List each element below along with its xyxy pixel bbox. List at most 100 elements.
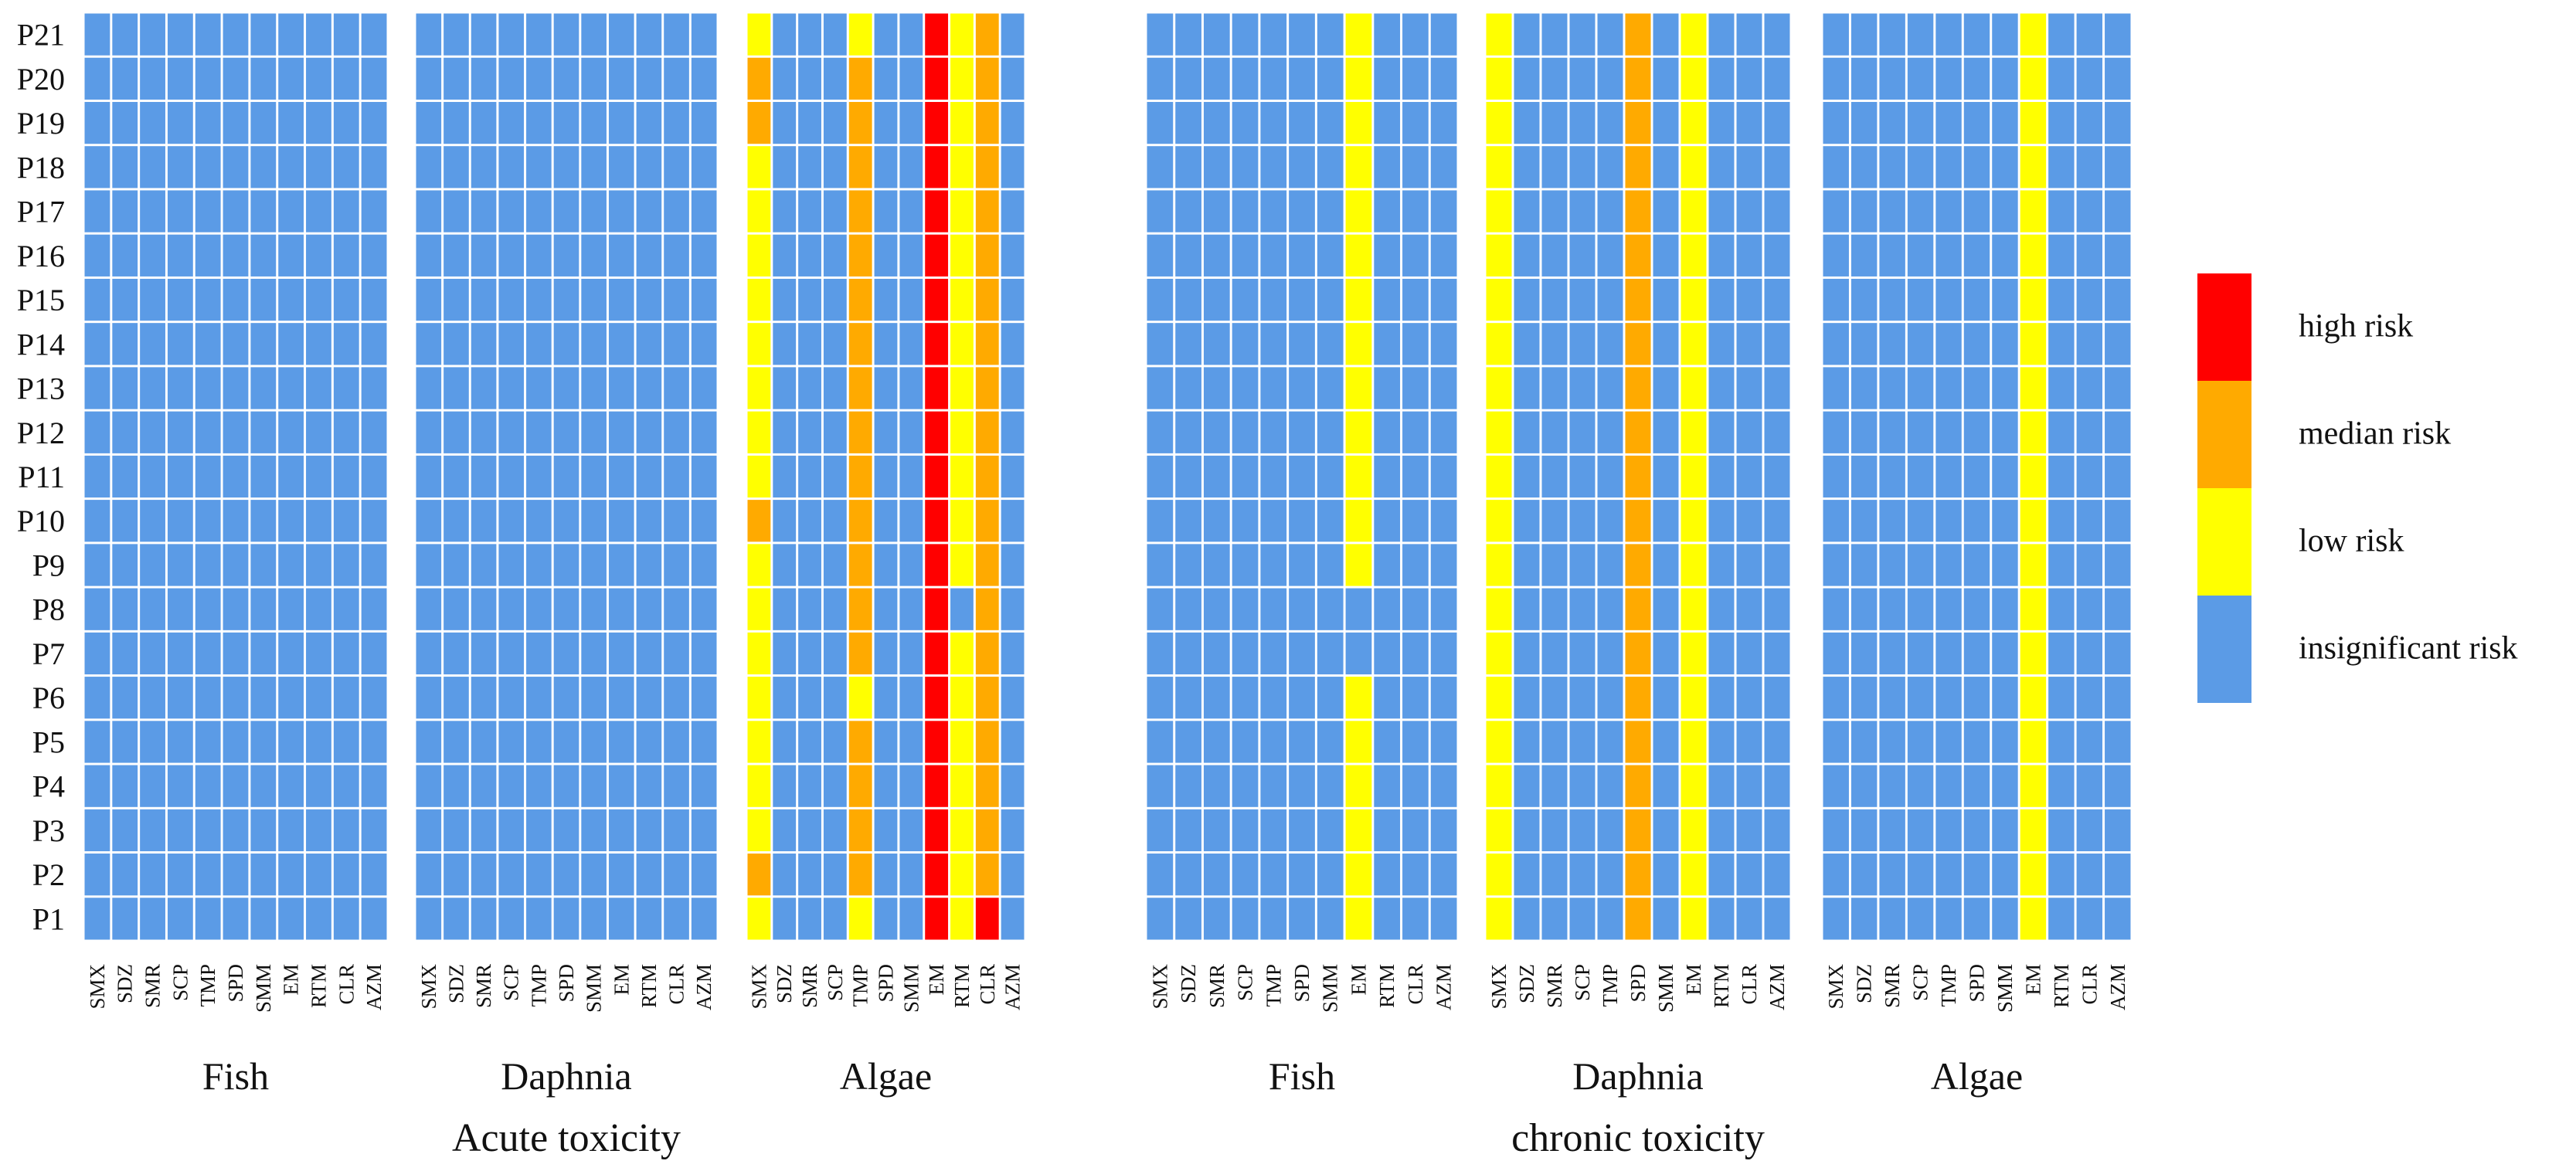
heatmap-cell-p6-scp [498,677,525,719]
heatmap-cell-p16-smm [250,234,277,277]
heatmap-cell-p4-em [1345,765,1372,807]
x-tick-label-clr: CLR [2078,964,2101,1005]
heatmap-cell-p6-tmp [1597,677,1623,719]
heatmap-cell-p9-smx [84,544,110,586]
heatmap-cell-p21-smx [1486,13,1512,56]
heatmap-cell-p15-em [2020,278,2047,321]
heatmap-cell-p21-smm [1992,13,2018,56]
heatmap-cell-p8-scp [823,588,847,630]
x-tick-label-sdz: SDZ [444,964,467,1003]
heatmap-cell-p4-smm [250,765,277,807]
heatmap-cell-p19-smr [471,101,497,144]
heatmap-cell-p18-azm [2105,146,2131,188]
heatmap-cell-p9-rtm [636,544,662,586]
heatmap-cell-p5-smr [1541,721,1568,763]
heatmap-cell-p1-clr [1736,898,1762,940]
heatmap-cell-p9-em [1681,544,1707,586]
heatmap-cell-p3-smx [1486,809,1512,852]
heatmap-cell-p12-tmp [1935,411,1962,453]
heatmap-cell-p14-rtm [2048,323,2075,365]
heatmap-cell-p17-sdz [443,190,469,233]
heatmap-cell-p2-rtm [950,854,974,896]
heatmap-cell-p18-smr [1879,146,1905,188]
heatmap-cell-p6-smm [899,677,923,719]
heatmap-cell-p19-smr [798,101,821,144]
heatmap-cell-p9-smr [471,544,497,586]
heatmap-cell-p13-sdz [1514,367,1540,409]
heatmap-cell-p18-rtm [2048,146,2075,188]
heatmap-cell-p18-em [925,146,949,188]
heatmap-cell-p15-rtm [2048,278,2075,321]
heatmap-cell-p16-azm [2105,234,2131,277]
heatmap-cell-p1-smm [1317,898,1344,940]
heatmap-cell-p2-clr [1736,854,1762,896]
heatmap-cell-p19-smm [899,101,923,144]
heatmap-cell-p10-clr [1736,500,1762,542]
heatmap-cell-p14-smm [1317,323,1344,365]
panel-acute-toxicity-algae: SMX SDZ SMR SCP TMP SPD SMM EM RTM CLR AZM Algae [746,12,1025,1098]
heatmap-cell-p9-smx [416,544,442,586]
heatmap-cell-p14-spd [553,323,579,365]
heatmap-cell-p7-rtm [1374,632,1401,675]
heatmap-cell-p13-scp [1232,367,1259,409]
heatmap-cell-p4-azm [1430,765,1457,807]
heatmap-cell-p11-azm [2105,455,2131,498]
x-tick-label-tmp: TMP [1937,964,1960,1007]
heatmap-cell-p15-azm [1001,278,1025,321]
heatmap-cell-p2-sdz [773,854,797,896]
heatmap-cell-p13-smx [1823,367,1849,409]
heatmap-cell-p11-em [278,455,304,498]
heatmap-cell-p11-spd [1289,455,1315,498]
heatmap-cell-p17-clr [2076,190,2103,233]
heatmap-cell-p7-tmp [1597,632,1623,675]
heatmap-cell-p16-smm [581,234,607,277]
heatmap-cell-p10-rtm [1708,500,1735,542]
heatmap-cell-p2-sdz [1514,854,1540,896]
heatmap-cell-p3-em [1681,809,1707,852]
heatmap-cell-p13-rtm [2048,367,2075,409]
heatmap-cell-p10-rtm [2048,500,2075,542]
heatmap-cell-p8-clr [333,588,359,630]
heatmap-cell-p5-rtm [636,721,662,763]
heatmap-cell-p14-smm [1992,323,2018,365]
heatmap-cell-p5-sdz [1850,721,1878,763]
heatmap-cell-p3-sdz [112,809,138,852]
heatmap-cell-p19-tmp [526,101,552,144]
heatmap-cell-p17-smm [1653,190,1679,233]
heatmap-cell-p14-smx [416,323,442,365]
heatmap-cell-p11-em [608,455,634,498]
heatmap-cell-p12-spd [1289,411,1315,453]
x-tick-label-azm: AZM [692,964,715,1010]
heatmap-cell-p12-sdz [443,411,469,453]
heatmap-cell-p17-spd [874,190,898,233]
heatmap-cell-p17-smm [1992,190,2018,233]
heatmap-cell-p19-sdz [443,101,469,144]
heatmap-cell-p9-azm [361,544,387,586]
heatmap-cell-p20-clr [975,57,999,100]
heatmap-cell-p2-rtm [1374,854,1401,896]
heatmap-cell-p7-azm [361,632,387,675]
heatmap-cell-p18-azm [361,146,387,188]
x-tick-label-spd: SPD [1290,964,1313,1003]
heatmap-cell-p10-tmp [1260,500,1287,542]
x-tick-label-smm: SMM [1319,964,1342,1013]
heatmap-cell-p19-scp [1907,101,1934,144]
heatmap-cell-p16-azm [1430,234,1457,277]
heatmap-cell-p9-sdz [773,544,797,586]
heatmap-cell-p4-smr [798,765,821,807]
heatmap-cell-p3-tmp [848,809,872,852]
legend-label-high-risk: high risk [2299,309,2413,345]
heatmap-cell-p14-rtm [636,323,662,365]
heatmap-cell-p14-smr [140,323,165,365]
heatmap-cell-p13-em [1681,367,1707,409]
heatmap-cell-p4-clr [333,765,359,807]
heatmap-cell-p21-smr [1879,13,1905,56]
heatmap-cell-p7-spd [1963,632,1990,675]
heatmap-cell-p19-em [608,101,634,144]
heatmap-cell-p18-smx [1147,146,1174,188]
heatmap-cell-p10-smm [1317,500,1344,542]
heatmap-cell-p1-em [925,898,949,940]
heatmap-cell-p2-scp [1232,854,1259,896]
heatmap-cell-p16-tmp [526,234,552,277]
heatmap-cell-p7-sdz [773,632,797,675]
